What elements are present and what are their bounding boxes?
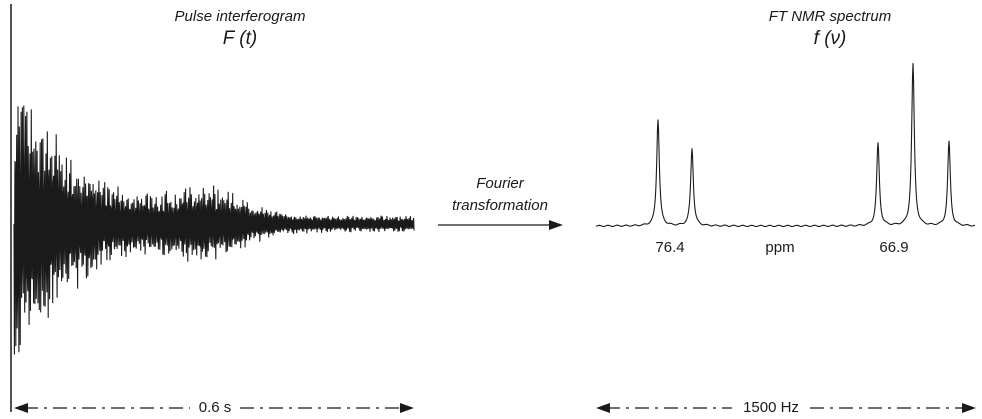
time-span-label: 0.6 s bbox=[190, 399, 240, 416]
fourier-label-line2: transformation bbox=[452, 197, 548, 214]
spectrum-title: FT NMR spectrum bbox=[768, 8, 892, 25]
nmr-spectrum-trace bbox=[595, 63, 976, 228]
time-span-arrow bbox=[14, 403, 414, 413]
fourier-label-line1: Fourier bbox=[476, 175, 524, 192]
spectrum-symbol: f (ν) bbox=[813, 28, 847, 49]
interferogram-symbol: F (t) bbox=[222, 28, 258, 49]
frequency-span-label: 1500 Hz bbox=[732, 399, 810, 416]
ppm-left-value: 76.4 bbox=[655, 239, 685, 256]
interferogram-trace bbox=[13, 105, 415, 355]
ppm-unit-label: ppm bbox=[765, 239, 795, 256]
ppm-right-value: 66.9 bbox=[879, 239, 909, 256]
fourier-arrow bbox=[438, 220, 563, 230]
interferogram-title: Pulse interferogram bbox=[174, 8, 306, 25]
frequency-span-arrow bbox=[596, 403, 976, 413]
